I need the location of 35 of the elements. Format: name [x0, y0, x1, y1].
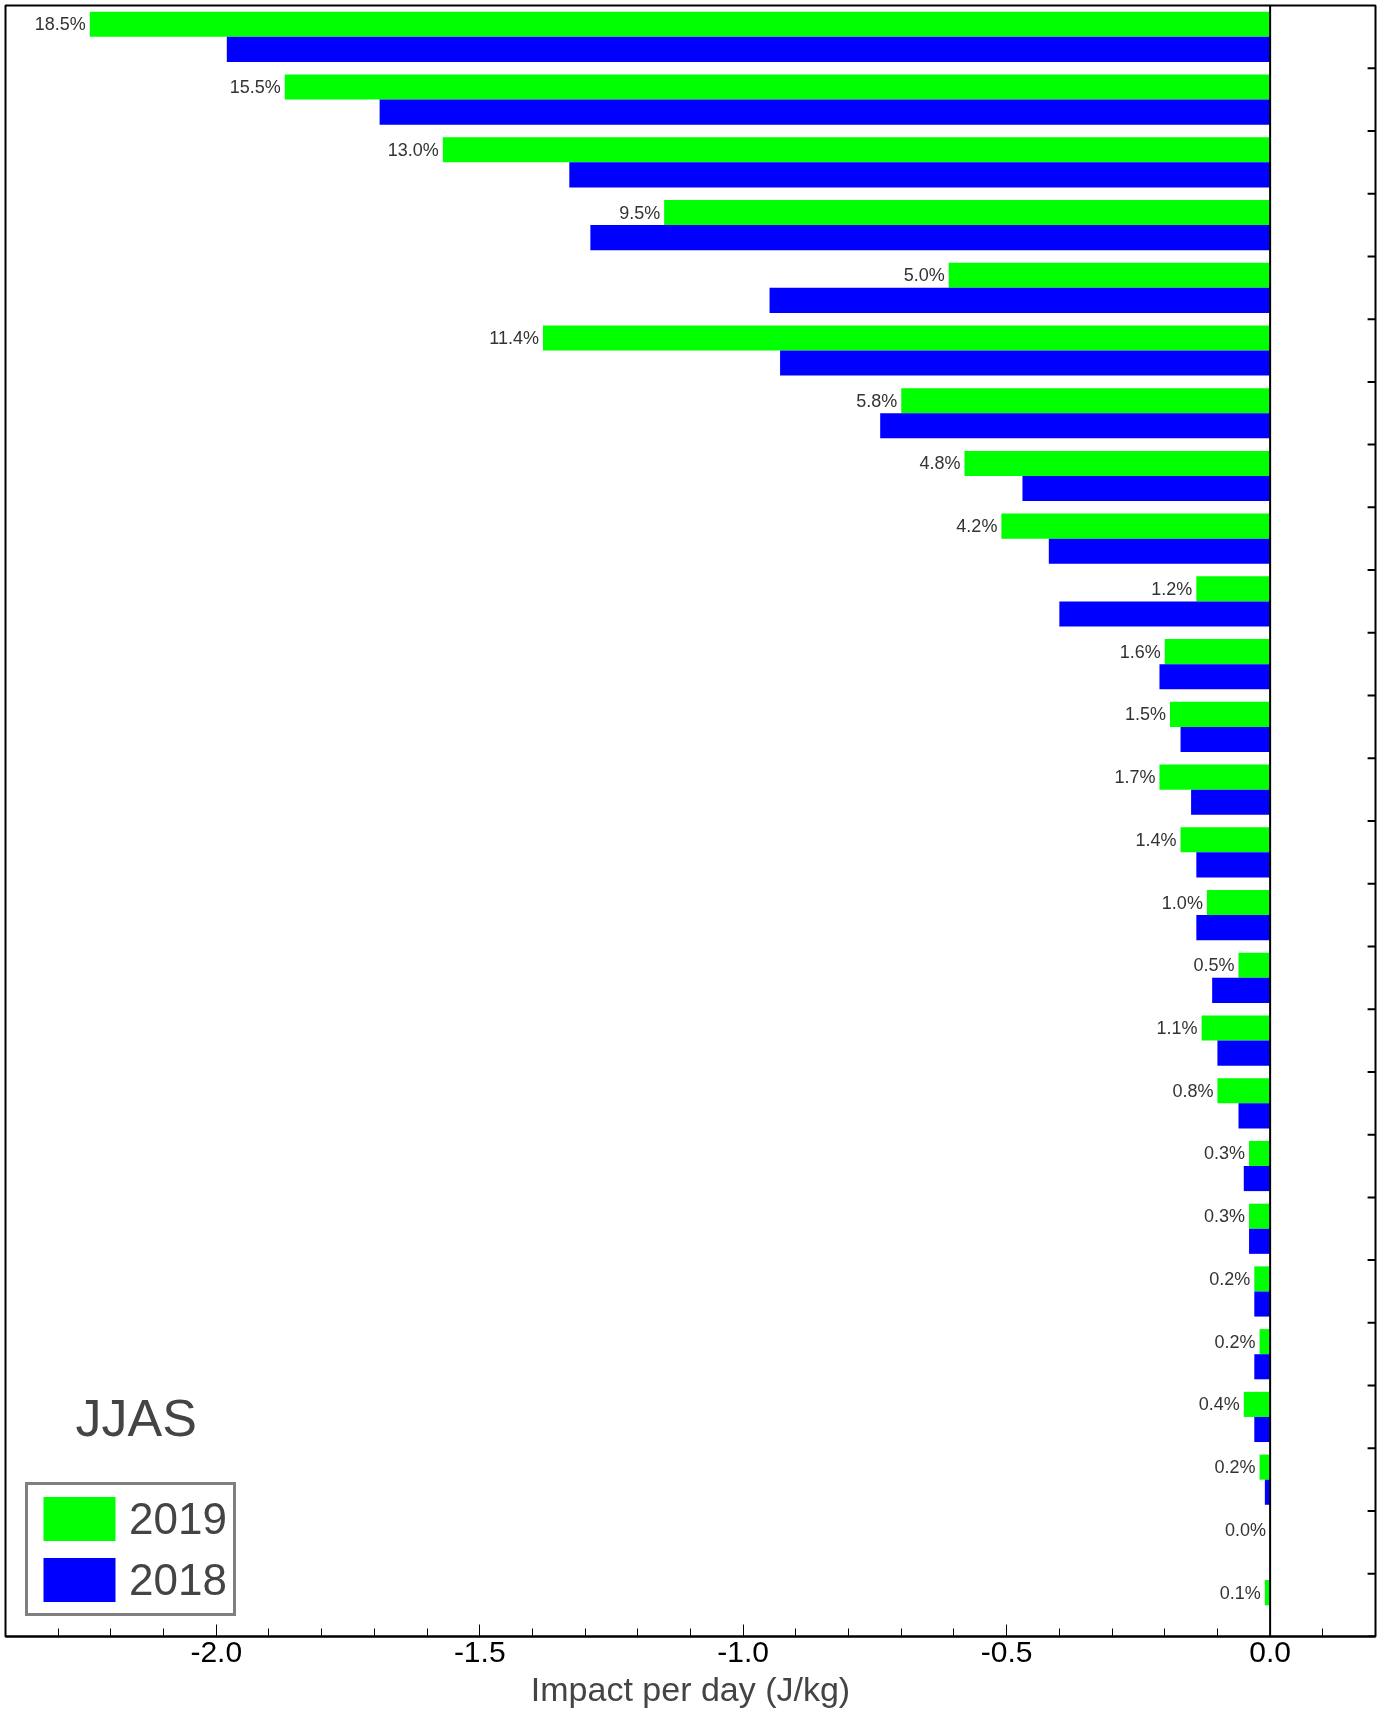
annotation: 4.8%	[919, 453, 961, 474]
x-tick-label: 0.0	[1249, 1634, 1291, 1668]
annotation: 15.5%	[229, 77, 281, 98]
x-tick-label: -1.0	[717, 1634, 770, 1668]
x-axis-title: Impact per day (J/kg)	[530, 1669, 851, 1708]
x-tick-label: -1.5	[453, 1634, 506, 1668]
annotation: 0.3%	[1204, 1206, 1246, 1227]
annotation: 0.4%	[1198, 1394, 1240, 1415]
annotation: 0.8%	[1172, 1080, 1214, 1101]
annotation: 1.1%	[1156, 1018, 1198, 1039]
annotation: 5.8%	[856, 390, 898, 411]
annotation: 0.1%	[1219, 1582, 1261, 1603]
annotation: 0.2%	[1209, 1268, 1251, 1289]
annotation: 13.0%	[387, 139, 439, 160]
annotation: 1.5%	[1124, 704, 1166, 725]
annotation: 0.2%	[1214, 1457, 1256, 1478]
x-tick-label: -2.0	[190, 1634, 243, 1668]
annotation: 0.0%	[1225, 1519, 1267, 1540]
annotation: 0.3%	[1204, 1143, 1246, 1164]
annotation: 1.4%	[1135, 829, 1177, 850]
annotation: JJAS	[75, 1388, 197, 1447]
annotation: 0.5%	[1193, 955, 1235, 976]
annotation: 9.5%	[619, 202, 661, 223]
annotation: 1.6%	[1119, 641, 1161, 662]
legend-label: 2018	[129, 1554, 227, 1605]
x-tick-label: -0.5	[980, 1634, 1033, 1668]
legend-label: 2019	[129, 1493, 227, 1544]
annotation: 1.7%	[1114, 767, 1156, 788]
annotation: 18.5%	[34, 14, 86, 35]
annotation: 4.2%	[956, 516, 998, 537]
annotation: 5.0%	[903, 265, 945, 286]
annotation: 11.4%	[489, 327, 539, 348]
annotation: 1.2%	[1151, 578, 1193, 599]
annotation: 0.2%	[1214, 1331, 1256, 1352]
annotation: 1.0%	[1161, 892, 1203, 913]
